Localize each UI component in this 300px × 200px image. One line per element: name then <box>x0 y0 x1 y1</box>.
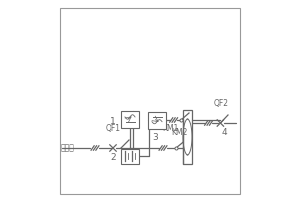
Bar <box>121 148 139 163</box>
Text: QF1: QF1 <box>106 124 121 133</box>
Bar <box>148 112 166 129</box>
Text: 1: 1 <box>110 116 116 126</box>
Text: 源进线: 源进线 <box>61 144 75 152</box>
Text: 4: 4 <box>221 128 227 137</box>
Bar <box>121 110 139 128</box>
Bar <box>183 110 192 164</box>
Text: KM1: KM1 <box>162 124 178 133</box>
Text: 2: 2 <box>110 154 116 162</box>
Text: KM2: KM2 <box>171 128 187 137</box>
Text: 3: 3 <box>152 132 158 142</box>
Text: QF2: QF2 <box>214 99 229 108</box>
